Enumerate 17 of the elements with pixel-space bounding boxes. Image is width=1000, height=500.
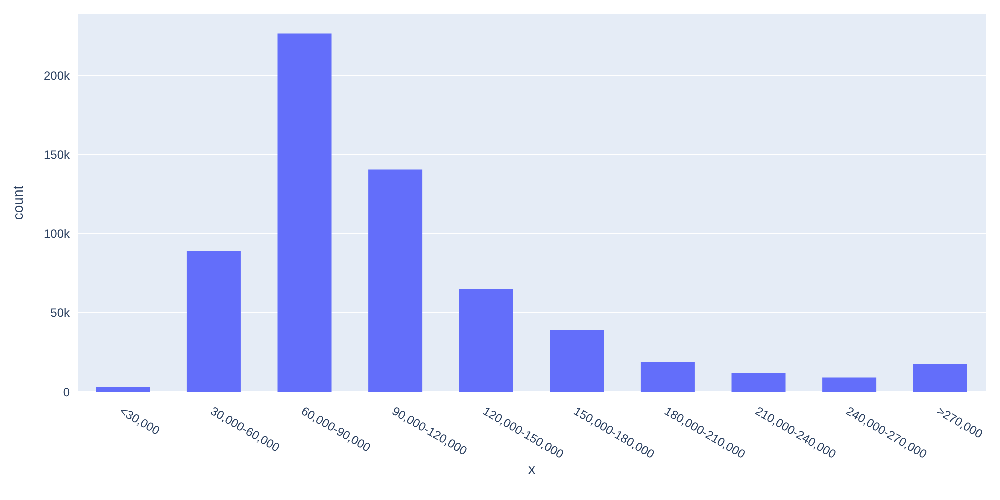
y-tick-label: 150k [44,148,71,162]
bar [186,251,241,392]
bar [732,373,786,392]
y-tick-label: 200k [44,68,71,83]
x-axis-title: x [528,461,536,477]
bar [459,289,514,392]
bar [822,378,877,392]
bar [278,34,332,392]
bar [96,387,150,392]
y-tick-label: 50k [50,306,71,320]
y-tick-label: 0 [63,385,70,400]
bar [640,362,695,392]
bar [550,330,604,392]
bar [913,364,968,392]
bar [368,170,423,392]
y-tick-label: 100k [44,227,71,242]
y-axis-title: count [10,186,26,220]
